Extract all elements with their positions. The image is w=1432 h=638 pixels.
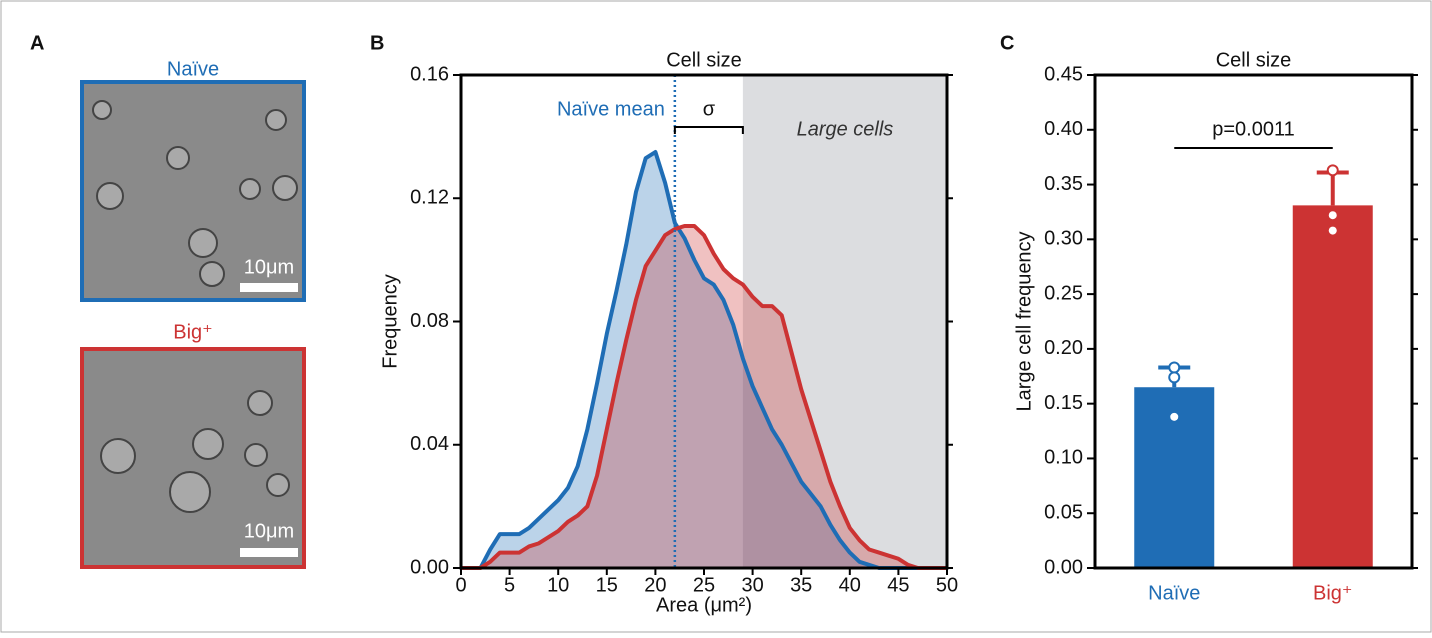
data-point: [1168, 361, 1181, 374]
x-tick-label: Big⁺: [1313, 582, 1352, 604]
y-tick-label: 0.05: [1044, 502, 1083, 524]
annotation: σ: [703, 98, 716, 120]
x-tick-label: 15: [596, 574, 618, 596]
x-tick-label: 35: [790, 574, 812, 596]
scale-label: 10μm: [244, 520, 294, 542]
y-axis-label: Large cell frequency: [1013, 231, 1035, 411]
series-line: [461, 223, 947, 570]
x-axis-label: Area (μm²): [656, 594, 752, 616]
y-tick-label: 0.00: [410, 556, 449, 578]
data-point: [1168, 371, 1181, 384]
y-tick-label: 0.15: [1044, 392, 1083, 414]
data-point: [1326, 164, 1339, 177]
annotation: Large cells: [797, 118, 894, 140]
y-tick-label: 0.40: [1044, 118, 1083, 140]
y-tick-label: 0.08: [410, 310, 449, 332]
y-tick-label: 0.10: [1044, 447, 1083, 469]
micrograph: 10μm: [80, 80, 306, 302]
annotation: Naïve mean: [557, 98, 665, 120]
image-label: Big⁺: [173, 321, 212, 343]
y-tick-label: 0.00: [1044, 556, 1083, 578]
panel-label: A: [30, 32, 44, 54]
y-tick-label: 0.30: [1044, 228, 1083, 250]
x-tick-label: 20: [644, 574, 666, 596]
x-tick-label: 5: [504, 574, 515, 596]
x-tick-label: 10: [547, 574, 569, 596]
plot-frame: [1093, 73, 1414, 570]
sigma-bracket: [673, 126, 744, 134]
panel-label: B: [370, 32, 384, 54]
y-tick-label: 0.12: [410, 187, 449, 209]
data-point: [1328, 211, 1337, 220]
scale-label: 10μm: [244, 256, 294, 278]
x-tick-label: 45: [887, 574, 909, 596]
image-label: Naïve: [167, 58, 219, 80]
y-tick-label: 0.04: [410, 433, 449, 455]
x-tick-label: 50: [936, 574, 958, 596]
data-point: [1170, 412, 1179, 421]
area-fill: [461, 152, 947, 568]
x-tick-label: 30: [741, 574, 763, 596]
y-tick-label: 0.16: [410, 63, 449, 85]
x-tick-label: 0: [455, 574, 466, 596]
y-tick-label: 0.35: [1044, 173, 1083, 195]
x-tick-label: 40: [839, 574, 861, 596]
x-tick-label: 25: [693, 574, 715, 596]
large-cells-region: [742, 75, 947, 568]
y-tick-label: 0.45: [1044, 63, 1083, 85]
y-tick-label: 0.25: [1044, 282, 1083, 304]
series-line: [461, 150, 947, 570]
y-tick-label: 0.20: [1044, 337, 1083, 359]
bar: [1292, 205, 1373, 569]
micrograph: 10μm: [80, 347, 306, 569]
chart-title: Cell size: [1216, 49, 1292, 71]
data-point: [1328, 226, 1337, 235]
annotation: p=0.0011: [1212, 118, 1295, 140]
chart-title: Cell size: [666, 49, 742, 71]
x-tick-label: Naïve: [1148, 582, 1200, 604]
y-axis-label: Frequency: [379, 274, 401, 369]
panel-label: C: [1000, 32, 1014, 54]
area-fill: [461, 225, 947, 568]
